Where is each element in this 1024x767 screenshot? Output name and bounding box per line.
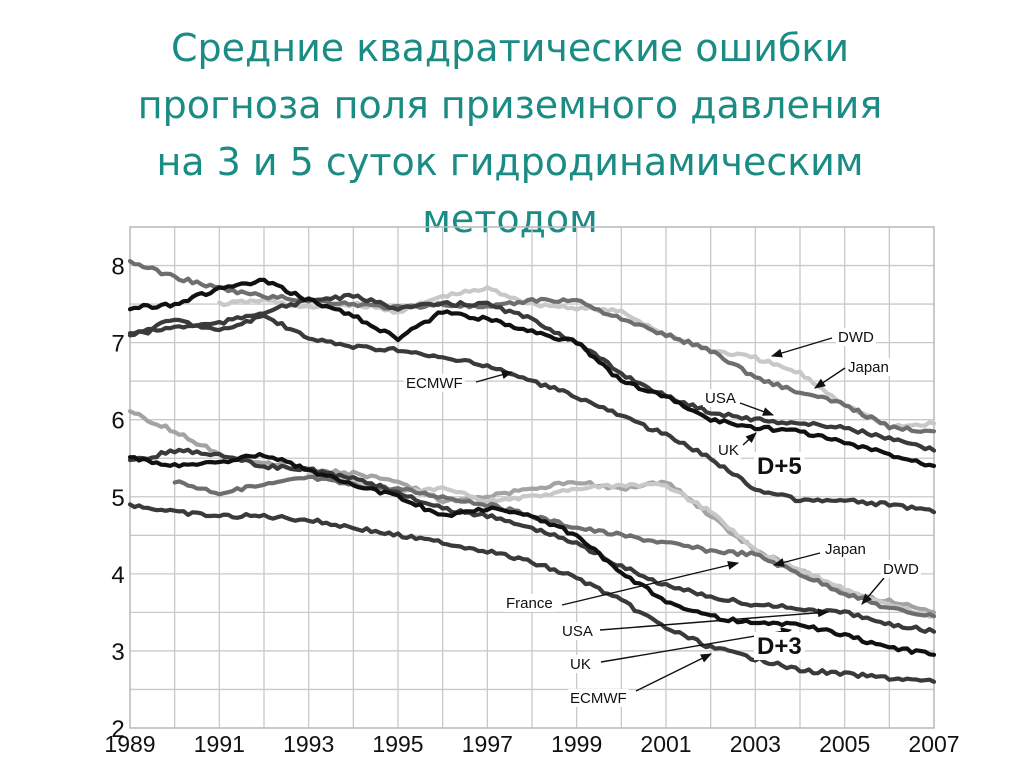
y-tick-label: 4	[111, 562, 124, 589]
x-tick-label: 1997	[462, 731, 513, 757]
annotation-ecmwf-D3-background	[568, 689, 629, 707]
annotation-dwd-D3-arrow	[861, 577, 885, 605]
annotation-dwd-D5-label: DWD	[838, 329, 874, 346]
annotation-ecmwf-D3-label: ECMWF	[570, 690, 627, 707]
group-label-background	[754, 452, 805, 480]
x-tick-label: 1993	[283, 731, 334, 757]
annotation-uk-D5-background	[716, 441, 741, 459]
y-tick-label: 6	[111, 408, 124, 435]
annotation-usa-D3-background	[560, 622, 595, 640]
title-line: Средние квадратические ошибки	[170, 26, 850, 70]
title-line: на 3 и 5 суток гидродинамическим	[156, 140, 864, 184]
annotation-dwd-D5-background	[836, 328, 876, 346]
title-line: прогноза поля приземного давления	[137, 83, 883, 127]
series-line-D3-uk	[127, 452, 937, 657]
group-label-D5: D+5	[757, 453, 802, 480]
y-tick-label: 3	[111, 639, 124, 666]
annotation-usa-D5-label: USA	[705, 390, 736, 407]
annotation-usa-D5-arrow	[739, 402, 775, 416]
series-line-D3-usa	[127, 447, 937, 634]
annotation-japan-D5-label: Japan	[848, 359, 889, 376]
annotation-dwd-D5-arrow	[770, 337, 833, 358]
y-tick-label: 8	[111, 254, 124, 281]
y-tick-label: 7	[111, 331, 124, 358]
plot-frame	[129, 226, 935, 729]
annotation-japan-D3-arrow	[772, 552, 821, 567]
annotation-dwd-D3-background	[881, 560, 921, 578]
x-tick-label: 2005	[819, 731, 870, 757]
group-label-D3: D+3	[757, 633, 802, 660]
annotation-france-D3-label: France	[506, 595, 553, 612]
annotation-usa-D3-label: USA	[562, 623, 593, 640]
x-tick-label: 2001	[640, 731, 691, 757]
annotation-usa-D5-background	[703, 389, 738, 407]
x-tick-label: 2007	[908, 731, 959, 757]
annotation-japan-D5-arrow	[814, 367, 846, 389]
series-line-D5-japan	[127, 259, 937, 434]
axes: 1989 1991 1993 1995 1997 1999 2001 2003 2005 2007…	[104, 254, 959, 757]
x-tick-label: 1989	[104, 731, 155, 757]
annotation-ecmwf-D5-background	[404, 374, 465, 392]
x-tick-label: 1999	[551, 731, 602, 757]
x-tick-label: 1991	[194, 731, 245, 757]
annotation-france-D3-arrow	[561, 560, 740, 606]
annotation-japan-D5-background	[846, 358, 891, 376]
annotation-dwd-D3-label: DWD	[883, 561, 919, 578]
y-tick-label: 5	[111, 485, 124, 512]
annotation-uk-D5-label: UK	[718, 442, 739, 459]
annotation-japan-D3-label: Japan	[825, 541, 866, 558]
group-label-background	[754, 632, 805, 660]
annotation-japan-D3-background	[823, 540, 868, 558]
annotation-ecmwf-D5-arrow	[475, 370, 514, 383]
annotation-uk-D3-label: UK	[570, 656, 591, 673]
series-line-D3-ecmwf	[127, 502, 937, 684]
title-line: методом	[422, 197, 598, 241]
annotation-uk-D5-arrow	[742, 432, 757, 446]
annotation-france-D3-background	[504, 594, 555, 612]
annotation-uk-D3-background	[568, 655, 593, 673]
annotation-ecmwf-D3-arrow	[635, 653, 713, 692]
annotations: DWD Japan ECMWF USA UK Japan DWD France USA UK ECM…	[404, 328, 921, 707]
series-line-D3-france	[172, 474, 937, 619]
series-line-D5-uk	[127, 277, 937, 468]
annotation-usa-D3-arrow	[599, 608, 830, 631]
x-tick-label: 1995	[372, 731, 423, 757]
y-tick-label: 2	[111, 716, 124, 743]
series-line-D5-ecmwf	[127, 313, 937, 515]
chart-title: Средние квадратические ошибки прогноза п…	[100, 20, 920, 248]
x-tick-label: 2003	[730, 731, 781, 757]
series-line-D5-usa	[127, 292, 937, 453]
annotation-ecmwf-D5-label: ECMWF	[406, 375, 463, 392]
